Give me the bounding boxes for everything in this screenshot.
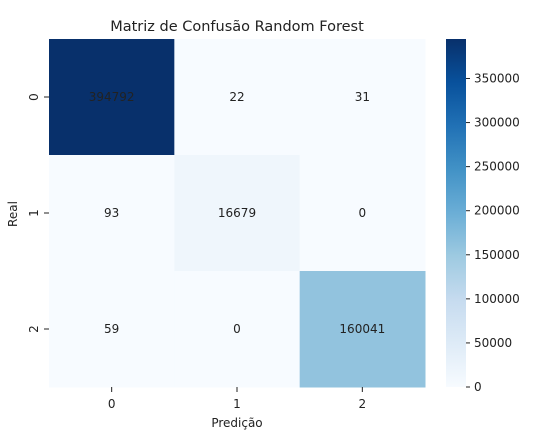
colorbar-gradient xyxy=(446,39,466,387)
cell-value-label-r2-c1: 0 xyxy=(233,322,241,336)
colorbar-tick-label-3: 150000 xyxy=(474,248,520,262)
cell-value-label-r1-c2: 0 xyxy=(359,206,367,220)
y-tick-label-0: 0 xyxy=(27,93,41,101)
heatmap-cell-r2-c0 xyxy=(49,271,175,388)
x-tick-label-0: 0 xyxy=(108,397,116,411)
cell-value-label-r2-c2: 160041 xyxy=(339,322,385,336)
cell-value-label-r2-c0: 59 xyxy=(104,322,119,336)
heatmap-cells xyxy=(49,39,426,388)
x-axis-label: Predição xyxy=(211,416,262,430)
colorbar-tick-label-7: 350000 xyxy=(474,71,520,85)
heatmap-cell-r0-c1 xyxy=(174,39,301,156)
heatmap-cell-r1-c1 xyxy=(174,155,301,272)
y-tick-label-2: 2 xyxy=(27,325,41,333)
colorbar-tick-label-1: 50000 xyxy=(474,336,512,350)
heatmap-cell-r2-c1 xyxy=(174,271,301,388)
cell-value-label-r1-c1: 16679 xyxy=(218,206,256,220)
colorbar-tick-label-2: 100000 xyxy=(474,292,520,306)
cell-value-label-r0-c2: 31 xyxy=(355,90,370,104)
y-axis-label: Real xyxy=(6,201,20,227)
y-axis: 0 1 2 xyxy=(27,93,49,333)
heatmap-cell-r0-c0 xyxy=(49,39,175,156)
cell-value-label-r1-c0: 93 xyxy=(104,206,119,220)
y-tick-label-1: 1 xyxy=(27,209,41,217)
x-axis: 0 1 2 xyxy=(108,387,366,411)
heatmap-cell-labels: 394792 22 31 93 16679 0 59 0 160041 xyxy=(89,90,385,336)
colorbar-ticks: 0 50000 100000 150000 200000 250000 300000 3500… xyxy=(466,71,520,394)
heatmap-cell-r1-c2 xyxy=(299,155,426,272)
x-tick-label-1: 1 xyxy=(233,397,241,411)
colorbar: 0 50000 100000 150000 200000 250000 300000 3500… xyxy=(446,39,520,394)
heatmap-cell-r0-c2 xyxy=(299,39,426,156)
colorbar-tick-label-0: 0 xyxy=(474,380,482,394)
x-tick-label-2: 2 xyxy=(359,397,367,411)
colorbar-tick-label-6: 300000 xyxy=(474,116,520,130)
chart-title: Matriz de Confusão Random Forest xyxy=(110,19,364,35)
cell-value-label-r0-c0: 394792 xyxy=(89,90,135,104)
colorbar-tick-label-5: 250000 xyxy=(474,160,520,174)
colorbar-tick-label-4: 200000 xyxy=(474,204,520,218)
heatmap-cell-r2-c2 xyxy=(299,271,426,388)
heatmap-cell-r1-c0 xyxy=(49,155,175,272)
cell-value-label-r0-c1: 22 xyxy=(229,90,244,104)
